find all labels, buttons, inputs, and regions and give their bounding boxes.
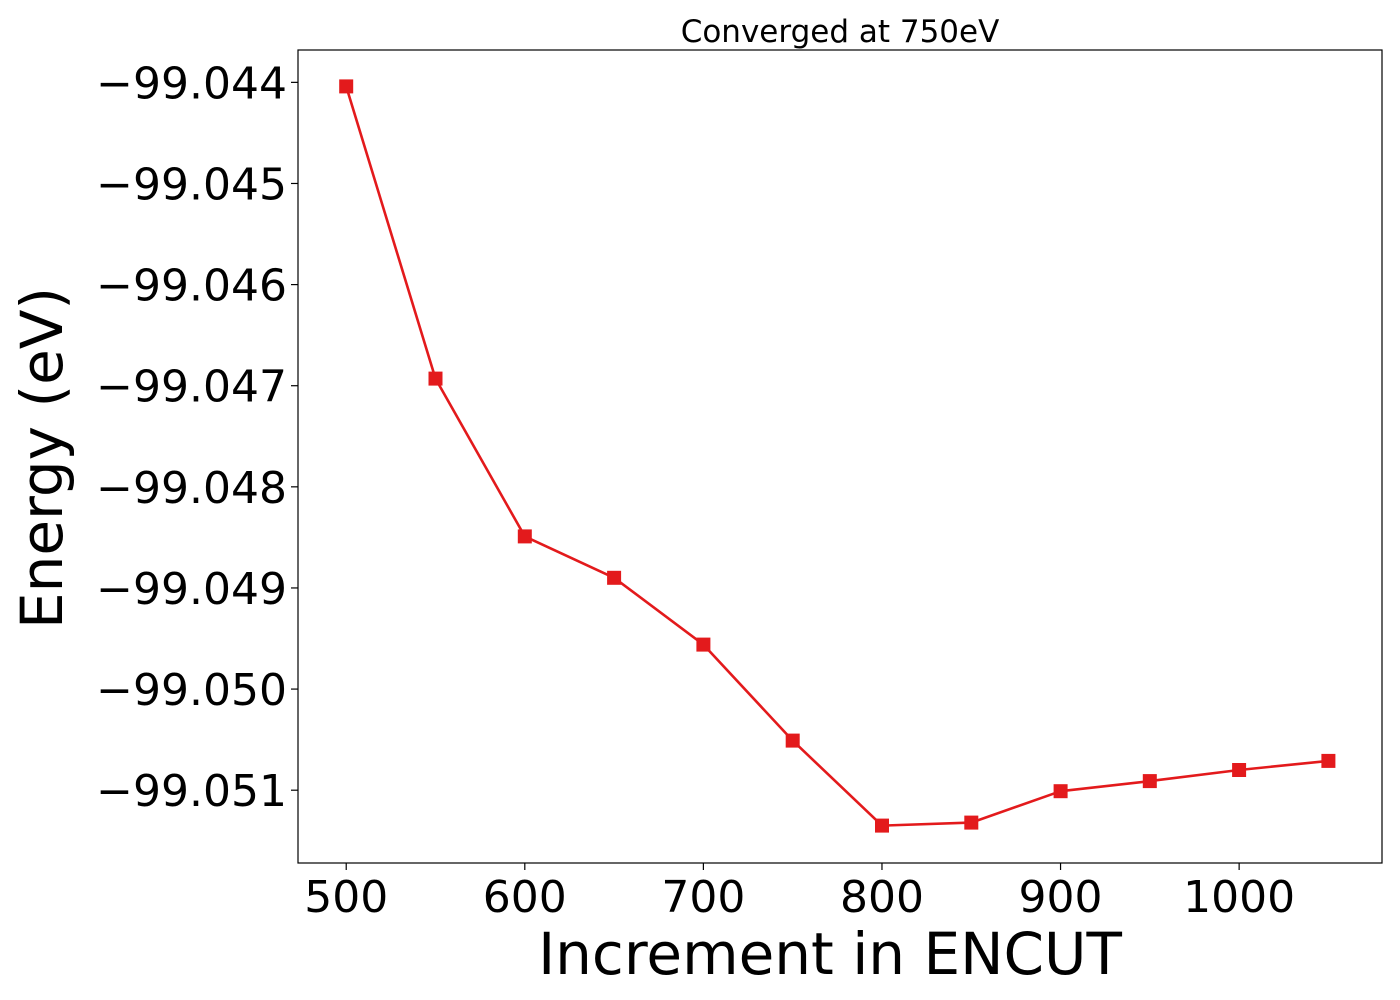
y-tick-label: −99.049 xyxy=(96,564,287,615)
data-point xyxy=(875,818,889,833)
y-tick-label: −99.050 xyxy=(96,665,287,716)
y-tick-label: −99.045 xyxy=(96,159,287,210)
series-line-layer xyxy=(344,86,1329,827)
x-tick-label: 600 xyxy=(483,872,567,923)
x-tick-label: 900 xyxy=(1019,872,1103,923)
y-tick-label: −99.048 xyxy=(96,463,287,514)
x-tick-label: 500 xyxy=(304,872,388,923)
y-tick-label: −99.051 xyxy=(96,766,287,817)
x-axis-label: Increment in ENCUT xyxy=(538,920,1122,988)
x-tick-label: 800 xyxy=(840,872,924,923)
data-point xyxy=(1142,774,1157,789)
axis-ticks: 500 600 700 800 900 1000 −99.044 −99.045 −99.046… xyxy=(96,58,1295,923)
y-axis-label: Energy (eV) xyxy=(8,287,76,629)
data-point xyxy=(428,371,443,386)
y-tick-label: −99.046 xyxy=(96,261,287,312)
y-tick-label: −99.044 xyxy=(96,58,287,109)
data-point xyxy=(1321,753,1336,768)
x-tick-label: 1000 xyxy=(1183,872,1295,923)
data-point xyxy=(339,79,354,94)
data-point xyxy=(607,570,622,585)
y-tick-label: −99.047 xyxy=(96,362,287,413)
data-point xyxy=(785,733,800,748)
data-point xyxy=(696,637,711,652)
plot-frame xyxy=(297,49,1383,864)
x-tick-label: 700 xyxy=(661,872,745,923)
data-point xyxy=(964,815,979,830)
chart-title: Converged at 750eV xyxy=(681,14,1000,50)
series-line xyxy=(344,86,1329,827)
data-point xyxy=(1053,784,1068,799)
data-points xyxy=(339,79,1336,833)
data-point xyxy=(517,529,532,544)
data-point xyxy=(1232,763,1247,777)
